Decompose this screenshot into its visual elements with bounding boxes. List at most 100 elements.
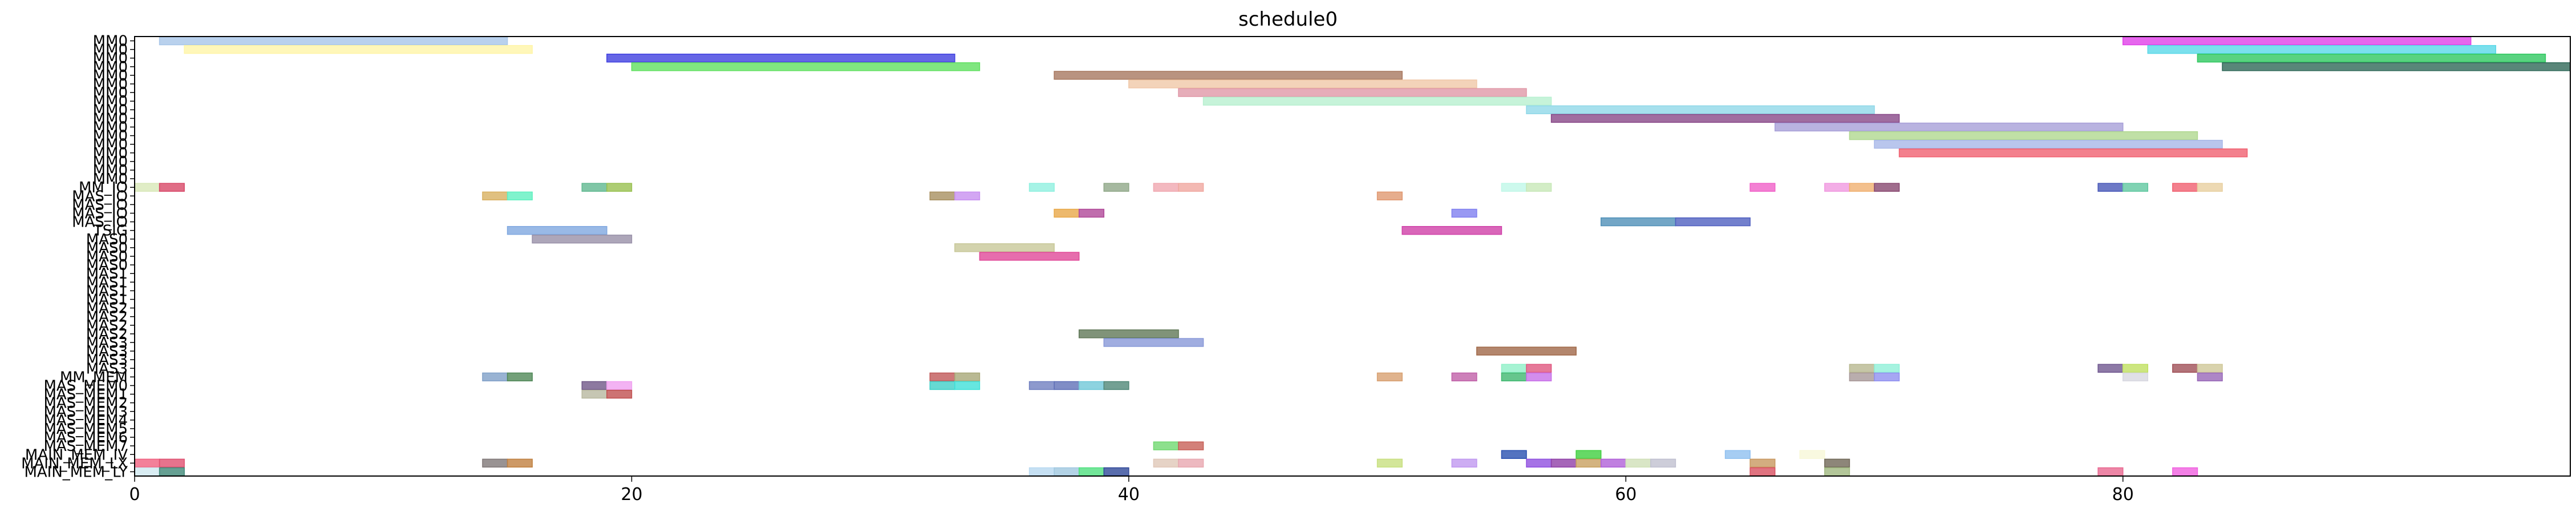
task-bar — [1054, 71, 1403, 80]
task-bar — [2197, 364, 2223, 373]
task-bar — [581, 389, 607, 399]
task-bar — [532, 235, 633, 244]
y-tick-label: MAS3 — [86, 343, 128, 360]
y-tick-label: MAS3 — [86, 360, 128, 377]
task-bar — [581, 381, 607, 390]
task-bar — [1874, 183, 1900, 192]
task-bar — [1874, 372, 1900, 382]
y-tick-label: MM0 — [93, 136, 128, 154]
task-bar — [606, 389, 633, 399]
y-tick-label: MM0 — [93, 33, 128, 50]
task-bar — [1501, 364, 1527, 373]
y-tick-label: MAS0 — [86, 257, 128, 274]
task-bar — [1054, 467, 1080, 477]
task-bar — [1153, 441, 1179, 450]
task-bar — [1625, 458, 1651, 468]
task-bar — [482, 372, 508, 382]
task-bar — [1103, 338, 1204, 347]
task-bar — [2172, 364, 2198, 373]
task-bar — [1799, 450, 1825, 459]
task-bar — [1178, 458, 1204, 468]
task-bar — [1153, 183, 1179, 192]
task-bar — [1575, 450, 1602, 459]
x-tick-label: 80 — [2112, 485, 2134, 505]
task-bar — [1824, 183, 1850, 192]
y-tick-label: MM_IO — [79, 179, 128, 196]
task-bar — [1178, 183, 1204, 192]
y-tick-label: MAS_MEM2 — [43, 395, 128, 412]
task-bar — [1078, 329, 1179, 338]
task-bar — [482, 191, 508, 201]
task-bar — [2197, 54, 2546, 63]
task-bar — [1600, 217, 1676, 227]
task-bar — [954, 372, 981, 382]
y-tick-label: MAS0 — [86, 248, 128, 265]
task-bar — [1724, 450, 1751, 459]
y-tick-label: MAIN_MEM_LX — [21, 455, 128, 472]
task-bar — [134, 183, 160, 192]
task-bar — [1128, 79, 1477, 88]
x-tick-label: 0 — [129, 485, 140, 505]
task-bar — [2122, 183, 2149, 192]
task-bar — [2222, 62, 2571, 71]
task-bar — [1526, 458, 1552, 468]
y-tick-label: MM0 — [93, 76, 128, 93]
task-bar — [1078, 208, 1105, 218]
task-bar — [606, 54, 955, 63]
task-bar — [1054, 381, 1080, 390]
x-tick-label: 60 — [1615, 485, 1637, 505]
task-bar — [954, 243, 1055, 252]
y-tick-label: MAS_MEM5 — [43, 421, 128, 438]
y-tick-label: TSIG — [93, 223, 128, 240]
task-bar — [159, 183, 185, 192]
task-bar — [159, 458, 185, 468]
y-tick-label: MM0 — [93, 145, 128, 162]
y-tick-label: MAS0 — [86, 231, 128, 248]
task-bar — [2097, 364, 2124, 373]
task-bar — [159, 467, 185, 477]
y-tick-label: MAS3 — [86, 334, 128, 352]
y-tick-label: MAS_IO — [72, 196, 128, 213]
y-tick-label: MM0 — [93, 42, 128, 59]
task-bar — [1600, 458, 1627, 468]
task-bar — [2197, 183, 2223, 192]
y-tick-label: MM0 — [93, 154, 128, 171]
y-tick-label: MAS2 — [86, 317, 128, 334]
task-bar — [1749, 183, 1776, 192]
y-tick-label: MAS_MEM1 — [43, 386, 128, 404]
task-bar — [1103, 183, 1129, 192]
y-tick-label: MAS_MEM6 — [43, 429, 128, 446]
x-axis: 0 20 40 60 80 — [129, 476, 2134, 505]
task-bar — [631, 62, 981, 71]
y-tick-label: MM0 — [93, 67, 128, 84]
task-bar — [1749, 458, 1776, 468]
y-tick-label: MAS2 — [86, 300, 128, 317]
task-bar — [1874, 140, 2223, 149]
task-bar — [581, 183, 607, 192]
y-tick-label: MAS_MEM7 — [43, 438, 128, 455]
task-bar — [1526, 372, 1552, 382]
task-bar — [1501, 450, 1527, 459]
task-bar — [1153, 458, 1179, 468]
y-tick-label: MAIN_MEM_IV — [25, 446, 128, 463]
task-bar — [2147, 45, 2497, 54]
task-bar — [1103, 381, 1129, 390]
task-bar — [1526, 183, 1552, 192]
y-tick-label: MM0 — [93, 50, 128, 67]
task-bar — [954, 381, 981, 390]
task-bar — [1550, 458, 1577, 468]
y-tick-label: MAS1 — [86, 274, 128, 291]
y-tick-label: MAS_MEM4 — [43, 412, 128, 429]
task-bar — [2122, 372, 2149, 382]
y-tick-label: MAS1 — [86, 291, 128, 308]
y-tick-label: MAS0 — [86, 240, 128, 257]
y-tick-label: MAS_IO — [72, 205, 128, 223]
y-tick-label: MM0 — [93, 110, 128, 127]
y-axis: MM0MM0MM0MM0MM0MM0MM0MM0MM0MM0MM0MM0MM0M… — [21, 33, 135, 481]
task-bar — [134, 458, 160, 468]
task-bar — [2122, 364, 2149, 373]
chart-title: schedule0 — [1238, 8, 1338, 31]
y-tick-label: MM0 — [93, 171, 128, 188]
y-tick-label: MAS3 — [86, 352, 128, 369]
task-bar — [507, 226, 607, 235]
